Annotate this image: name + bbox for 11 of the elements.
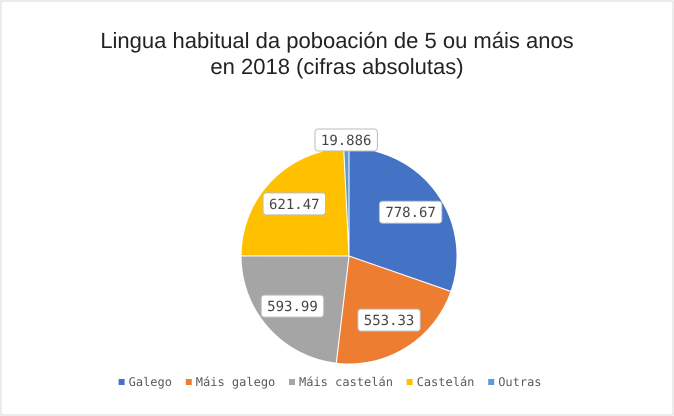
legend-label: Máis castelán: [299, 375, 393, 389]
chart-title: Lingua habitual da poboación de 5 ou máis anos en 2018 (cifras absolutas): [100, 28, 574, 79]
data-label: 778.67: [385, 205, 436, 222]
data-label: 553.33: [364, 313, 414, 330]
legend-label: Outras: [498, 375, 542, 389]
legend-label: Máis galego: [196, 375, 276, 389]
legend-label: Castelán: [416, 375, 474, 389]
data-label: 19.886: [320, 133, 372, 150]
legend-label: Galego: [128, 375, 172, 389]
data-label: 593.99: [267, 299, 318, 316]
data-label: 621.47: [269, 196, 320, 213]
